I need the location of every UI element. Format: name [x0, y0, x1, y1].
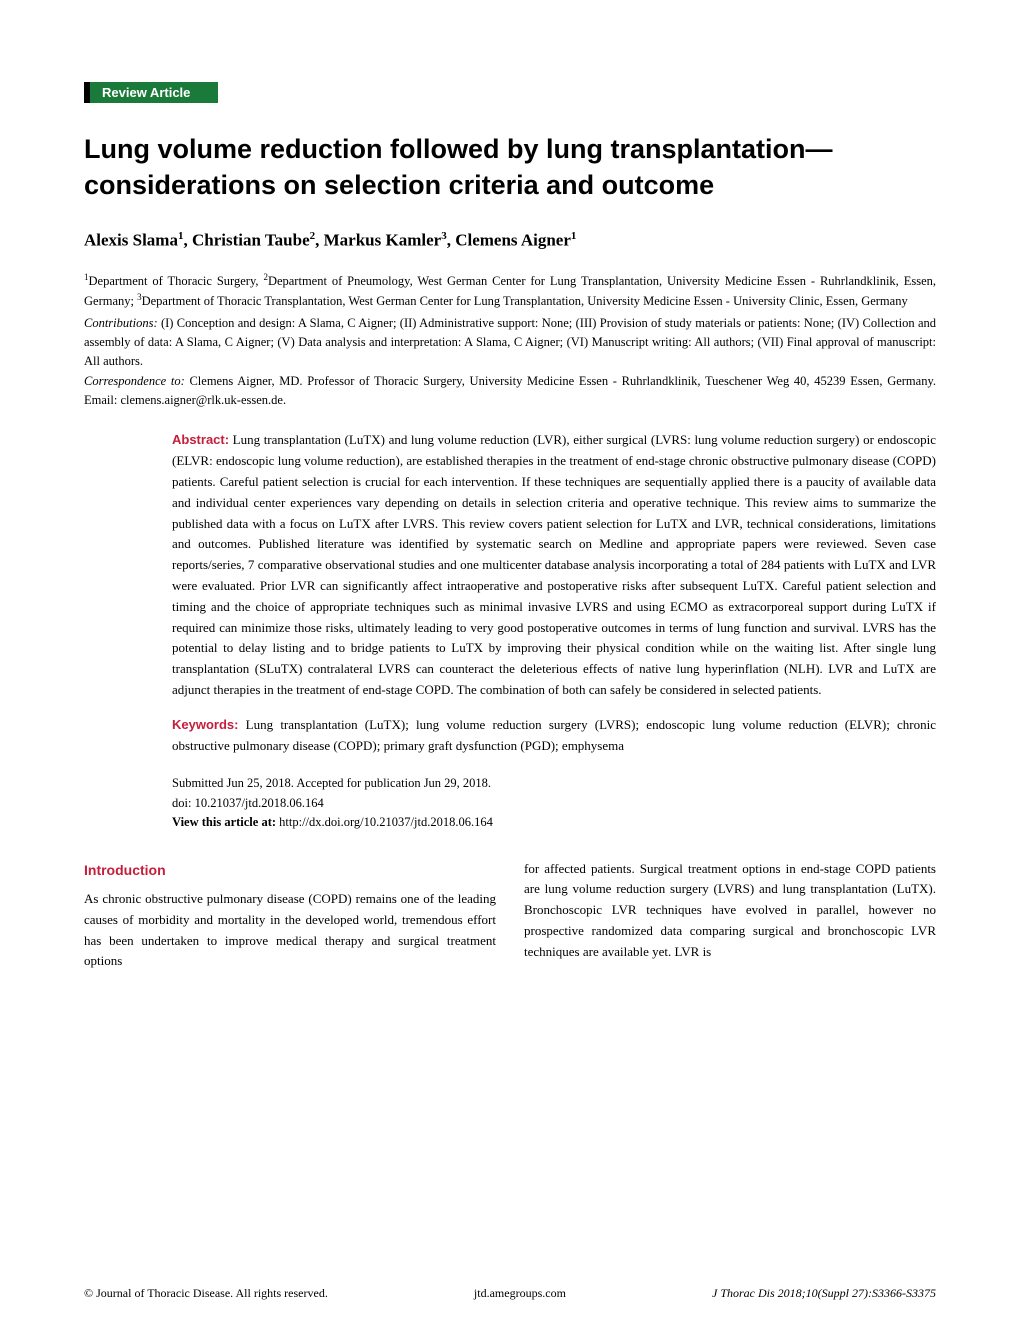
- submission-meta: Submitted Jun 25, 2018. Accepted for pub…: [172, 774, 936, 832]
- abstract-block: Abstract: Lung transplantation (LuTX) an…: [172, 430, 936, 832]
- footer-website: jtd.amegroups.com: [474, 1286, 566, 1301]
- authors: Alexis Slama1, Christian Taube2, Markus …: [84, 230, 936, 251]
- column-right: for affected patients. Surgical treatmen…: [524, 859, 936, 973]
- contributions-label: Contributions:: [84, 316, 158, 330]
- abstract-text: Lung transplantation (LuTX) and lung vol…: [172, 432, 936, 697]
- submitted-line: Submitted Jun 25, 2018. Accepted for pub…: [172, 774, 936, 793]
- intro-paragraph-right: for affected patients. Surgical treatmen…: [524, 859, 936, 963]
- correspondence: Correspondence to: Clemens Aigner, MD. P…: [84, 372, 936, 411]
- view-article-line: View this article at: http://dx.doi.org/…: [172, 813, 936, 832]
- doi-line: doi: 10.21037/jtd.2018.06.164: [172, 794, 936, 813]
- contributions-text: (I) Conception and design: A Slama, C Ai…: [84, 316, 936, 369]
- keywords: Keywords: Lung transplantation (LuTX); l…: [172, 715, 936, 757]
- footer-citation: J Thorac Dis 2018;10(Suppl 27):S3366-S33…: [712, 1286, 936, 1301]
- view-url: http://dx.doi.org/10.21037/jtd.2018.06.1…: [276, 815, 493, 829]
- abstract-heading: Abstract:: [172, 432, 229, 447]
- keywords-heading: Keywords:: [172, 717, 238, 732]
- abstract: Abstract: Lung transplantation (LuTX) an…: [172, 430, 936, 700]
- column-left: Introduction As chronic obstructive pulm…: [84, 859, 496, 973]
- article-title: Lung volume reduction followed by lung t…: [84, 131, 936, 204]
- article-tag: Review Article: [84, 82, 218, 103]
- intro-paragraph-left: As chronic obstructive pulmonary disease…: [84, 889, 496, 972]
- introduction-heading: Introduction: [84, 859, 496, 881]
- body-columns: Introduction As chronic obstructive pulm…: [84, 859, 936, 973]
- page-footer: © Journal of Thoracic Disease. All right…: [84, 1286, 936, 1301]
- keywords-text: Lung transplantation (LuTX); lung volume…: [172, 717, 936, 753]
- footer-copyright: © Journal of Thoracic Disease. All right…: [84, 1286, 328, 1301]
- correspondence-text: Clemens Aigner, MD. Professor of Thoraci…: [84, 374, 936, 407]
- contributions: Contributions: (I) Conception and design…: [84, 314, 936, 372]
- correspondence-label: Correspondence to:: [84, 374, 185, 388]
- view-label: View this article at:: [172, 815, 276, 829]
- affiliations: 1Department of Thoracic Surgery, 2Depart…: [84, 271, 936, 312]
